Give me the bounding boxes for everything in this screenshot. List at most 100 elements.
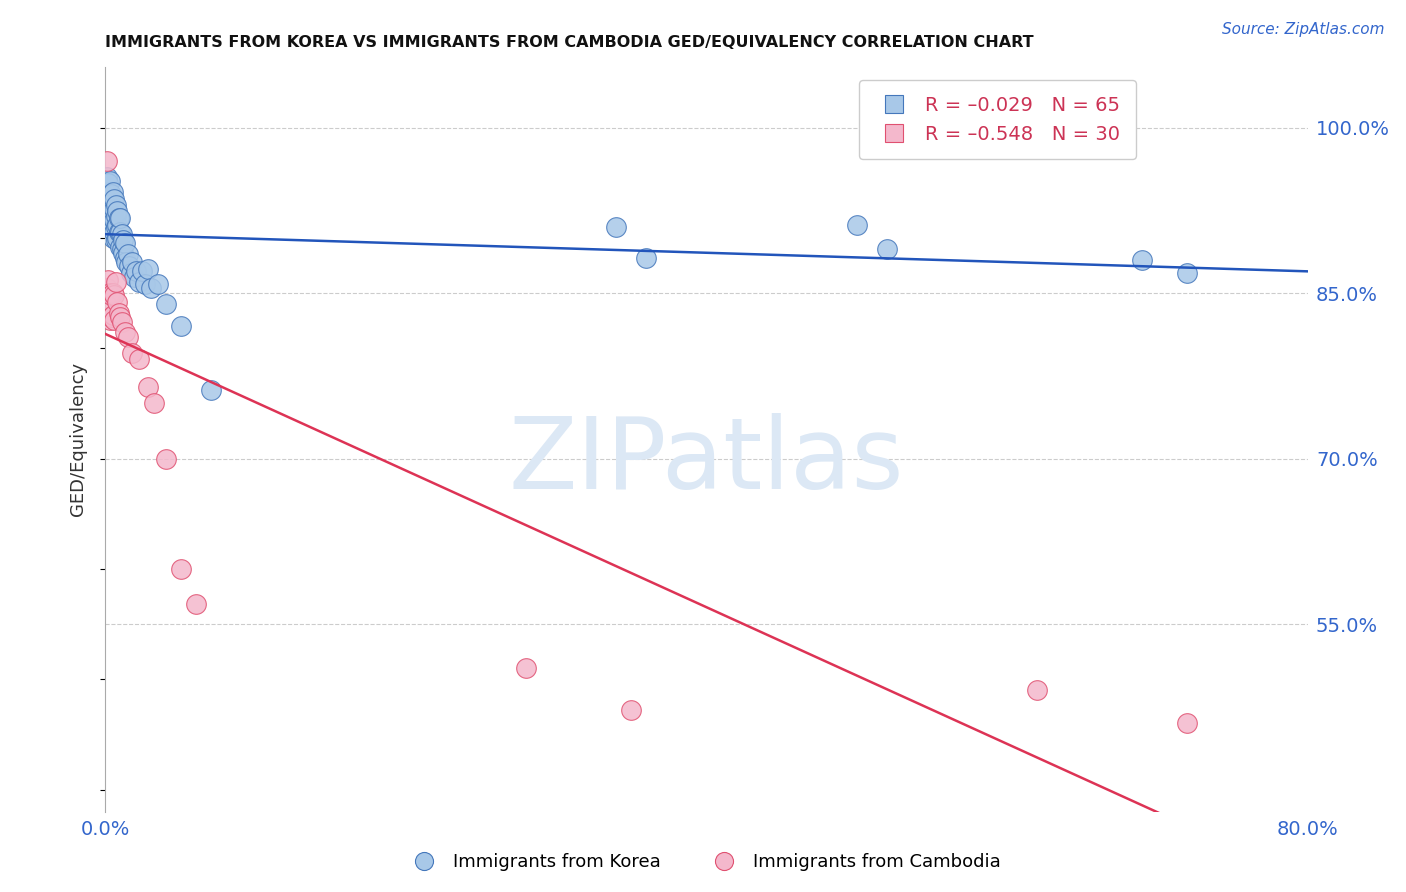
Point [96,198,118,212]
Point [104,198,127,212]
Point [101,195,124,210]
Point [876,242,898,256]
Point [107,231,129,245]
Point [134,277,156,292]
Legend: R = –0.029   N = 65, R = –0.548   N = 30: R = –0.029 N = 65, R = –0.548 N = 30 [859,80,1136,159]
Point [115,255,138,269]
Point [114,325,136,339]
Point [117,247,139,261]
Y-axis label: GED/Equivalency: GED/Equivalency [69,362,87,516]
Point [101,286,124,301]
Point [100,198,122,212]
Point [110,310,132,325]
Point [636,251,658,265]
Point [110,226,132,240]
Point [97,273,120,287]
Point [128,352,150,367]
Point [128,275,150,289]
Point [96,280,118,294]
Point [96,186,118,201]
Point [110,211,132,225]
Point [100,209,122,223]
Point [104,275,127,289]
Point [139,280,162,294]
Point [112,246,135,260]
Point [98,204,121,219]
Point [98,173,121,187]
Point [97,176,120,190]
Point [118,259,141,273]
Point [136,380,159,394]
Point [142,396,165,410]
Point [98,214,121,228]
Point [97,209,120,223]
Point [112,233,135,247]
Point [169,562,191,576]
Point [146,277,169,292]
Point [100,186,122,201]
Point [107,294,129,309]
Point [107,218,129,232]
Point [1175,266,1198,280]
Text: ZIPatlas: ZIPatlas [509,413,904,510]
Point [104,209,127,223]
Point [101,308,124,322]
Point [121,345,143,359]
Point [136,261,159,276]
Point [96,170,118,185]
Point [155,451,177,466]
Point [117,330,139,344]
Point [1175,716,1198,731]
Point [1130,252,1153,267]
Point [111,315,134,329]
Point [103,312,125,326]
Point [108,306,131,320]
Point [121,255,143,269]
Point [100,222,122,236]
Point [155,297,177,311]
Point [620,703,643,717]
Point [111,227,134,241]
Point [98,312,121,326]
Point [101,209,124,223]
Point [97,195,120,210]
Text: Source: ZipAtlas.com: Source: ZipAtlas.com [1222,22,1385,37]
Point [131,264,153,278]
Point [111,242,134,256]
Point [103,226,125,240]
Point [200,383,222,397]
Point [120,266,142,280]
Point [103,202,125,217]
Point [98,195,121,210]
Legend: Immigrants from Korea, Immigrants from Cambodia: Immigrants from Korea, Immigrants from C… [398,847,1008,879]
Point [98,286,121,301]
Point [108,211,131,225]
Point [184,597,207,611]
Point [100,310,122,325]
Point [103,213,125,227]
Point [96,153,118,168]
Point [101,231,124,245]
Point [124,264,146,278]
Point [103,192,125,206]
Point [97,299,120,313]
Text: IMMIGRANTS FROM KOREA VS IMMIGRANTS FROM CAMBODIA GED/EQUIVALENCY CORRELATION CH: IMMIGRANTS FROM KOREA VS IMMIGRANTS FROM… [105,36,1033,51]
Point [1026,683,1049,698]
Point [114,251,136,265]
Point [122,269,145,284]
Point [110,240,132,254]
Point [515,661,537,675]
Point [169,319,191,334]
Point [100,288,122,302]
Point [605,219,627,234]
Point [97,185,120,199]
Point [104,219,127,234]
Point [108,226,131,240]
Point [107,204,129,219]
Point [101,185,124,199]
Point [114,236,136,251]
Point [104,233,127,247]
Point [845,218,868,232]
Point [98,186,121,201]
Point [101,219,124,234]
